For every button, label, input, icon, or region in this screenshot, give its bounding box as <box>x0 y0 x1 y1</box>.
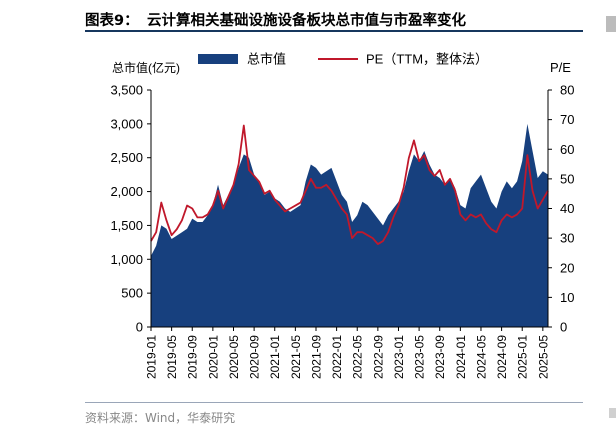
x-tick-label: 2020-01 <box>206 335 220 379</box>
y-right-tick-label: 70 <box>560 112 574 127</box>
y-left-tick-label: 1,500 <box>110 218 143 233</box>
y-right-tick-label: 0 <box>560 320 567 335</box>
legend-label-market-cap: 总市值 <box>247 52 286 67</box>
x-tick-label: 2024-01 <box>454 335 468 379</box>
axes-group: 0 500 1,000 1,500 2,000 2,500 3,000 3,500 0 10 20 3… <box>110 83 574 380</box>
x-tick-label: 2022-05 <box>351 335 365 379</box>
x-tick-label: 2021-01 <box>268 335 282 379</box>
y-right-tick-label: 20 <box>560 260 574 275</box>
x-tick-label: 2025-05 <box>536 335 550 379</box>
y-right-tick-label: 40 <box>560 201 574 216</box>
figure-title-row: 图表9： 云计算相关基础设施设备板块总市值与市盈率变化 <box>85 6 605 30</box>
x-tick-label: 2021-05 <box>289 335 303 379</box>
y-right-axis-label: P/E <box>550 60 571 75</box>
y-right-tick-label: 60 <box>560 142 574 157</box>
legend-label-pe: PE（TTM，整体法） <box>366 52 488 67</box>
x-tick-label: 2023-05 <box>413 335 427 379</box>
x-tick-label: 2022-01 <box>330 335 344 379</box>
series-line-pe <box>150 124 549 245</box>
adjacent-page-edge <box>606 16 616 32</box>
y-right-tick-label: 10 <box>560 290 574 305</box>
y-left-tick-label: 0 <box>136 320 143 335</box>
figure-title: 云计算相关基础设施设备板块总市值与市盈率变化 <box>147 13 466 29</box>
y-left-tick-label: 1,000 <box>110 252 143 267</box>
adjacent-page-edge-bottom <box>609 408 616 418</box>
y-left-tick-label: 2,000 <box>110 184 143 199</box>
x-tick-label: 2023-01 <box>392 335 406 379</box>
x-tick-label: 2025-01 <box>516 335 530 379</box>
y-left-tick-label: 2,500 <box>110 150 143 165</box>
legend: 总市值 PE（TTM，整体法） <box>198 52 488 67</box>
series-line-group <box>150 124 549 245</box>
y-right-tick-label: 30 <box>560 231 574 246</box>
x-tick-label: 2021-09 <box>309 335 323 379</box>
x-tick-label: 2024-09 <box>495 335 509 379</box>
title-rule <box>85 30 583 32</box>
figure-label: 图表9： <box>85 13 139 29</box>
source-rule <box>85 402 583 403</box>
y-left-tick-label: 500 <box>121 286 143 301</box>
y-right-tick-label: 80 <box>560 83 574 98</box>
y-left-tick-label: 3,000 <box>110 116 143 131</box>
y-left-tick-label: 3,500 <box>110 83 143 98</box>
x-tick-label: 2020-05 <box>227 335 241 379</box>
x-tick-label: 2019-01 <box>145 335 159 379</box>
x-tick-label: 2023-09 <box>433 335 447 379</box>
y-left-axis-label: 总市值(亿元) <box>112 60 180 75</box>
x-tick-label: 2024-05 <box>474 335 488 379</box>
x-tick-label: 2019-05 <box>165 335 179 379</box>
x-tick-label: 2022-09 <box>371 335 385 379</box>
source-note: 资料来源：Wind，华泰研究 <box>85 411 236 425</box>
x-tick-label: 2019-09 <box>186 335 200 379</box>
x-tick-label: 2020-09 <box>248 335 262 379</box>
y-right-tick-label: 50 <box>560 171 574 186</box>
legend-swatch-market-cap <box>198 54 238 64</box>
